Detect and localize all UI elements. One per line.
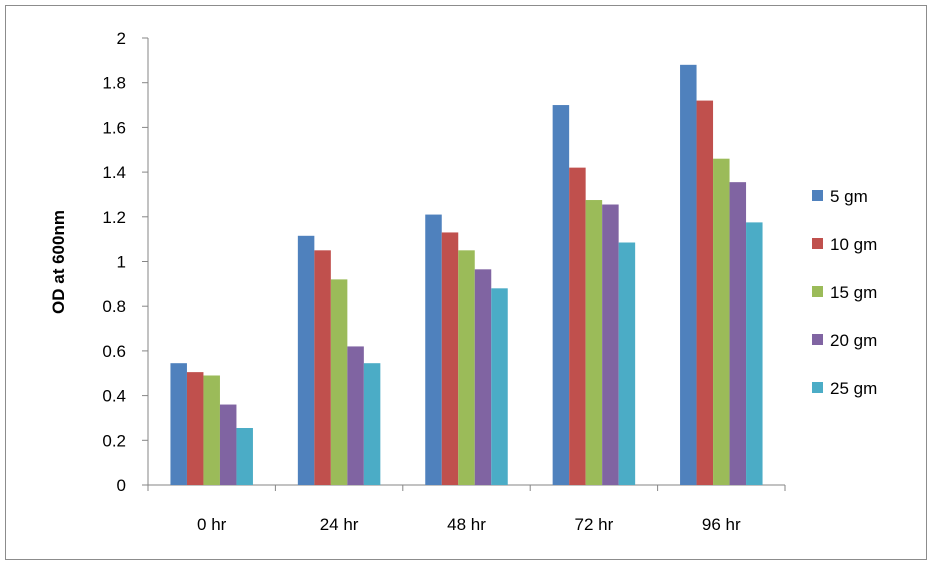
- legend-label: 25 gm: [830, 379, 877, 398]
- bar: [297, 235, 315, 485]
- legend-label: 5 gm: [830, 187, 868, 206]
- bar: [425, 214, 442, 485]
- y-axis-title: OD at 600nm: [49, 210, 68, 314]
- y-tick-label: 0: [117, 476, 126, 495]
- bar: [618, 242, 636, 485]
- legend-swatch: [812, 238, 823, 249]
- bar: [696, 100, 714, 485]
- y-tick-label: 0.4: [102, 387, 126, 406]
- bar: [330, 279, 348, 485]
- bar: [347, 346, 364, 485]
- bar: [441, 232, 459, 485]
- bar: [186, 372, 204, 485]
- x-tick-label: 96 hr: [702, 515, 741, 534]
- bar: [170, 363, 187, 485]
- legend: 5 gm 10 gm 15 gm 20 gm 25 gm: [812, 187, 877, 398]
- y-tick-label: 0.8: [102, 297, 126, 316]
- bar: [314, 250, 331, 485]
- y-axis: 0 0.2 0.4 0.6 0.8 1 1.2 1.4 1.6 1.8 2: [102, 29, 149, 495]
- y-tick-label: 0.2: [102, 431, 126, 450]
- bar: [713, 158, 730, 485]
- bar: [680, 64, 697, 485]
- legend-swatch: [812, 382, 823, 393]
- y-tick-label: 0.6: [102, 342, 126, 361]
- bar: [363, 363, 381, 485]
- y-tick-label: 1.8: [102, 74, 126, 93]
- x-tick-label: 24 hr: [320, 515, 359, 534]
- y-tick-label: 1.2: [102, 208, 126, 227]
- legend-swatch: [812, 286, 823, 297]
- bar: [219, 404, 237, 485]
- legend-swatch: [812, 190, 823, 201]
- y-tick-label: 1.6: [102, 118, 126, 137]
- legend-label: 10 gm: [830, 235, 877, 254]
- x-tick-label: 0 hr: [197, 515, 227, 534]
- y-tick-label: 1.4: [102, 163, 126, 182]
- bar: [585, 200, 603, 485]
- y-tick-label: 1: [117, 253, 126, 272]
- bar: [474, 269, 492, 485]
- bar: [569, 167, 586, 485]
- x-axis: 0 hr 24 hr 48 hr 72 hr 96 hr: [147, 484, 786, 534]
- bar: [729, 182, 747, 485]
- y-tick-label: 2: [117, 29, 126, 48]
- bar: [491, 288, 508, 485]
- x-tick-label: 48 hr: [447, 515, 486, 534]
- x-tick-label: 72 hr: [575, 515, 614, 534]
- bar: [458, 250, 475, 485]
- legend-label: 15 gm: [830, 283, 877, 302]
- bars: [170, 64, 763, 486]
- bar: [236, 428, 253, 485]
- legend-label: 20 gm: [830, 331, 877, 350]
- bar: [602, 204, 619, 485]
- bar: [746, 222, 763, 485]
- legend-swatch: [812, 334, 823, 345]
- bar: [203, 375, 220, 485]
- bar: [552, 105, 570, 486]
